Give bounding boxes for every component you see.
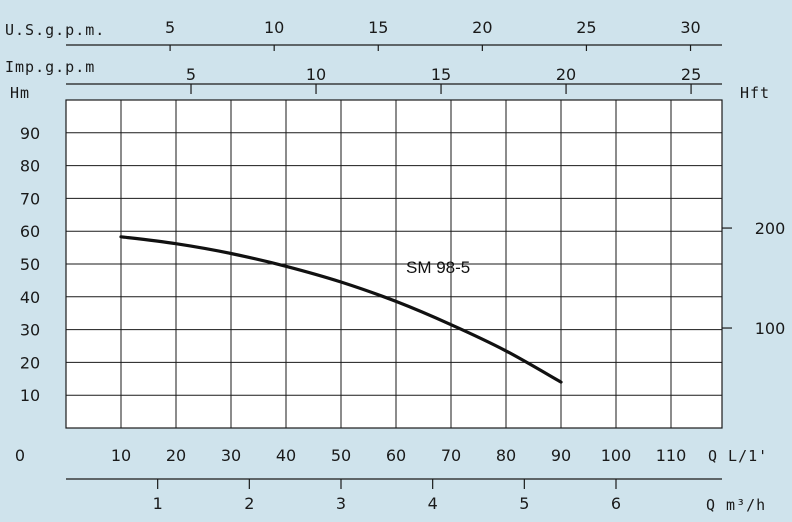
x-bottom-tick-label: 60 [386,446,406,465]
x-bottom-tick-label: 110 [656,446,687,465]
m3h-tick-label: 3 [336,494,346,513]
impgpm-tick-label: 10 [306,65,326,84]
m3h-tick-label: 5 [519,494,529,513]
x-bottom-tick-label: 100 [601,446,632,465]
y-left-tick-label: 10 [20,386,40,405]
usgpm-tick-label: 10 [264,18,284,37]
m3h-tick-label: 4 [428,494,438,513]
m3h-tick-label: 2 [244,494,254,513]
x-bottom-tick-label: 10 [111,446,131,465]
y-right-tick-label: 200 [755,219,786,238]
usgpm-tick-label: 30 [680,18,700,37]
usgpm-tick-label: 20 [472,18,492,37]
x-bottom-tick-label: 40 [276,446,296,465]
impgpm-tick-label: 20 [556,65,576,84]
y-left-axis-label: Hm [10,84,30,102]
y-left-tick-label: 90 [20,124,40,143]
impgpm-tick-label: 15 [431,65,451,84]
y-right-axis-label: Hft [740,84,770,102]
impgpm-tick-label: 5 [186,65,196,84]
impgpm-tick-label: 25 [681,65,701,84]
x-bottom-tick-label: 30 [221,446,241,465]
x-zero-label: 0 [15,446,25,465]
y-left-tick-label: 70 [20,189,40,208]
x-bottom-tick-label: 80 [496,446,516,465]
m3h-tick-label: 6 [611,494,621,513]
usgpm-tick-label: 25 [576,18,596,37]
y-left-tick-label: 30 [20,321,40,340]
y-right-tick-label: 100 [755,319,786,338]
x-bottom-tick-label: 90 [551,446,571,465]
x-bottom-tick-label: 70 [441,446,461,465]
y-left-tick-label: 40 [20,288,40,307]
m3h-axis-label: Q m³/h [706,496,766,514]
usgpm-tick-label: 5 [165,18,175,37]
impgpm-axis-label: Imp.g.p.m [5,58,95,76]
y-left-tick-label: 60 [20,222,40,241]
series-line-sm-98-5 [119,235,563,384]
x-bottom-tick-label: 50 [331,446,351,465]
usgpm-tick-label: 15 [368,18,388,37]
y-left-tick-label: 80 [20,157,40,176]
x-bottom-tick-label: 20 [166,446,186,465]
x-bottom-axis-label: Q L/1' [708,447,768,465]
usgpm-axis-label: U.S.g.p.m. [5,21,105,39]
y-left-tick-label: 50 [20,255,40,274]
m3h-tick-label: 1 [153,494,163,513]
y-left-tick-label: 20 [20,353,40,372]
series-label-sm-98-5: SM 98-5 [406,258,470,277]
